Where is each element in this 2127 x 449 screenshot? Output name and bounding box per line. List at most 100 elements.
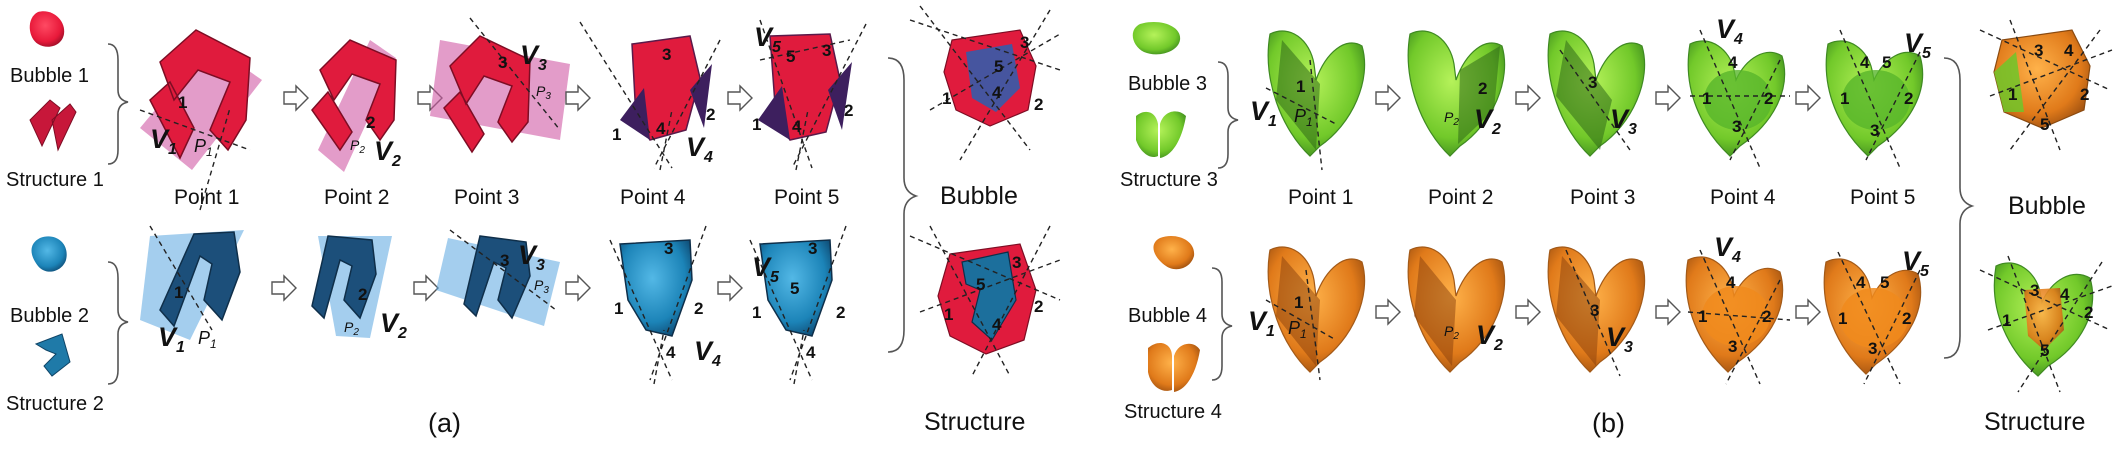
structure-2-label: Structure 2: [6, 393, 104, 415]
num-b4-1: 1: [614, 299, 623, 318]
arrow-a1: [283, 84, 309, 112]
row-structure-2: 1 V1 P1 2 V2 P2 3 V3 P3 3 1 2 4: [140, 225, 847, 385]
num-rsb-3: 3: [2030, 281, 2039, 300]
num-b5-5: 5: [790, 279, 799, 298]
v1-a-bottom: V1: [158, 322, 185, 356]
num-o3: 3: [1590, 301, 1599, 320]
structure-4-label: Structure 4: [1124, 401, 1222, 423]
brace-3: [1217, 61, 1239, 169]
result-b-bubble: 3 4 1 2 5: [1979, 19, 2113, 151]
step-a-2: Point 2: [324, 186, 389, 209]
v5-b-bottom: V5: [1902, 246, 1930, 280]
v3-b-bottom: V3: [1606, 322, 1633, 356]
plane-g1: [1276, 40, 1320, 150]
num-ra-1: 1: [942, 89, 951, 108]
num-b4-2: 2: [694, 299, 703, 318]
num-o4-1: 1: [1698, 307, 1707, 326]
v2-a-top: V2: [374, 136, 401, 170]
num-a2: 2: [366, 113, 375, 132]
panel-b: Bubble 3 Structure 3 Bubble 4 Structure …: [1120, 14, 2113, 438]
p2-b-bottom: P2: [1444, 323, 1459, 342]
v3-b-top: V3: [1610, 104, 1637, 138]
shape-red-step-3: [443, 35, 531, 154]
v5-a-top: V5: [754, 22, 782, 56]
num-a5-2: 2: [844, 101, 853, 120]
shape-blue-step-1: [159, 231, 241, 328]
result-b-structure: 3 4 1 2 5: [1979, 255, 2113, 393]
num-rb-4: 4: [2064, 41, 2074, 60]
p1-b-bottom: P1: [1288, 318, 1307, 341]
bubble-4-thumb: [1153, 236, 1195, 270]
num-rsb-5: 5: [2040, 341, 2049, 360]
num-b4-4: 4: [666, 343, 676, 362]
result-a-structure-label: Structure: [924, 408, 1025, 436]
num-o5-2: 2: [1902, 309, 1911, 328]
plane-g2: [1458, 46, 1500, 144]
brace-b-results: [1943, 57, 1975, 359]
v1-b-bottom: V1: [1248, 306, 1275, 340]
num-g1: 1: [1296, 77, 1305, 96]
row-structure-3: 1 V1 P1 2 V2 P2 3 V3 V4 4 1 2 3: [1250, 14, 1932, 171]
brace-4: [1211, 267, 1233, 381]
arrow-g3: [1655, 84, 1681, 112]
step-b-2: Point 2: [1428, 186, 1493, 209]
num-g2: 2: [1478, 79, 1487, 98]
num-rb-1: 1: [2008, 85, 2017, 104]
shape-red-step-2: [311, 39, 397, 152]
arrow-a4: [727, 84, 753, 112]
step-a-3: Point 3: [454, 186, 519, 209]
num-g3: 3: [1588, 73, 1597, 92]
caption-a: (a): [428, 408, 461, 438]
num-rsa-4: 4: [992, 315, 1002, 334]
num-o5-1: 1: [1838, 309, 1847, 328]
num-a5-1: 1: [752, 115, 761, 134]
arrow-o1: [1375, 298, 1401, 326]
num-rsa-3: 3: [1012, 253, 1021, 272]
num-o1: 1: [1294, 293, 1303, 312]
structure-1-thumb: [29, 99, 77, 152]
shape-blue-step-4: [619, 239, 693, 337]
num-o4-2: 2: [1762, 307, 1771, 326]
num-ra-2: 2: [1034, 95, 1043, 114]
plane-o2: [1414, 256, 1456, 366]
shape-red-step-5-dark: [758, 62, 852, 140]
num-g5-2: 2: [1904, 89, 1913, 108]
core-o5: [1840, 288, 1908, 348]
result-a-bubble: 3 5 1 2 4: [909, 5, 1061, 161]
num-b1: 1: [174, 283, 183, 302]
v4-a-top: V4: [686, 132, 713, 166]
arrow-b1: [271, 274, 297, 302]
num-a4-2: 2: [706, 105, 715, 124]
plane-3-blue: [436, 238, 560, 326]
v5-a-bottom: V5: [752, 252, 780, 286]
brace-a-results: [887, 57, 919, 353]
num-b5-1: 1: [752, 303, 761, 322]
num-b2: 2: [358, 285, 367, 304]
p1-b-top: P1: [1294, 106, 1313, 129]
core-g5: [1842, 70, 1910, 130]
v2-a-bottom: V2: [380, 308, 407, 342]
p1-a-bottom: P1: [198, 328, 217, 351]
result-a-structure: 3 5 1 2 4: [909, 225, 1061, 377]
result-b-bubble-label: Bubble: [2008, 192, 2086, 220]
num-rsb-1: 1: [2002, 311, 2011, 330]
num-g4-4: 4: [1728, 53, 1738, 72]
plane-g3: [1556, 40, 1612, 150]
num-g5-1: 1: [1840, 89, 1849, 108]
num-g5-3: 3: [1870, 121, 1879, 140]
structure-3-label: Structure 3: [1120, 169, 1218, 191]
num-rb-5: 5: [2040, 115, 2049, 134]
num-g4-2: 2: [1764, 89, 1773, 108]
step-a-1: Point 1: [174, 186, 239, 209]
num-rsa-1: 1: [944, 305, 953, 324]
v4-a-bottom: V4: [694, 336, 721, 370]
shape-red-step-1: [149, 29, 251, 160]
num-a4-3: 3: [662, 45, 671, 64]
v1-a-top: V1: [150, 124, 177, 158]
bubble-1-label: Bubble 1: [10, 65, 89, 87]
arrow-o2: [1515, 298, 1541, 326]
p1-a-top: P1: [194, 136, 213, 159]
row-structure-4: 1 V1 P1 V2 P2 3 V3 V4 4 1 2 3: [1248, 232, 1930, 385]
